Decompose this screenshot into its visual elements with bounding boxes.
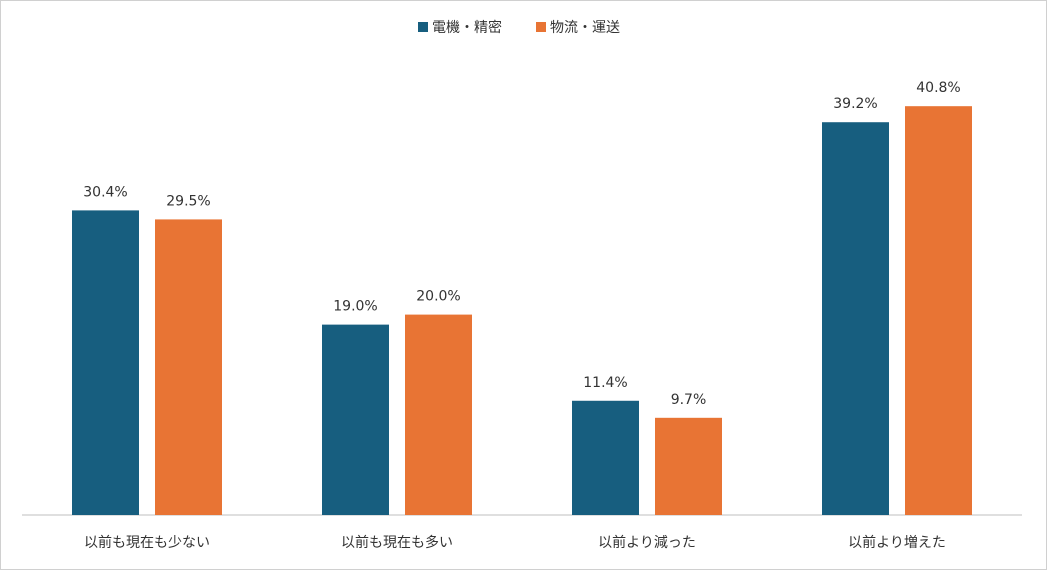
x-tick-label: 以前も現在も多い [341,534,453,551]
value-label: 20.0% [416,289,460,305]
value-label: 29.5% [166,193,210,209]
bar [322,324,389,515]
bar [572,400,639,515]
value-label: 30.4% [83,184,127,200]
x-tick-label: 以前も現在も少ない [84,534,210,551]
bar [405,314,472,515]
value-label: 9.7% [671,392,707,408]
legend-label: 電機・精密 [432,19,502,36]
value-label: 19.0% [333,299,377,315]
value-label: 39.2% [833,96,877,112]
bar [155,219,222,515]
legend-swatch [536,22,546,32]
value-label: 11.4% [583,375,627,391]
legend-swatch [418,22,428,32]
x-tick-label: 以前より減った [598,534,696,551]
value-label: 40.8% [916,80,960,96]
bar [72,210,139,515]
bar [822,122,889,515]
bar [655,417,722,515]
x-tick-label: 以前より増えた [848,534,946,551]
bar [905,106,972,516]
legend-label: 物流・運送 [550,20,620,36]
